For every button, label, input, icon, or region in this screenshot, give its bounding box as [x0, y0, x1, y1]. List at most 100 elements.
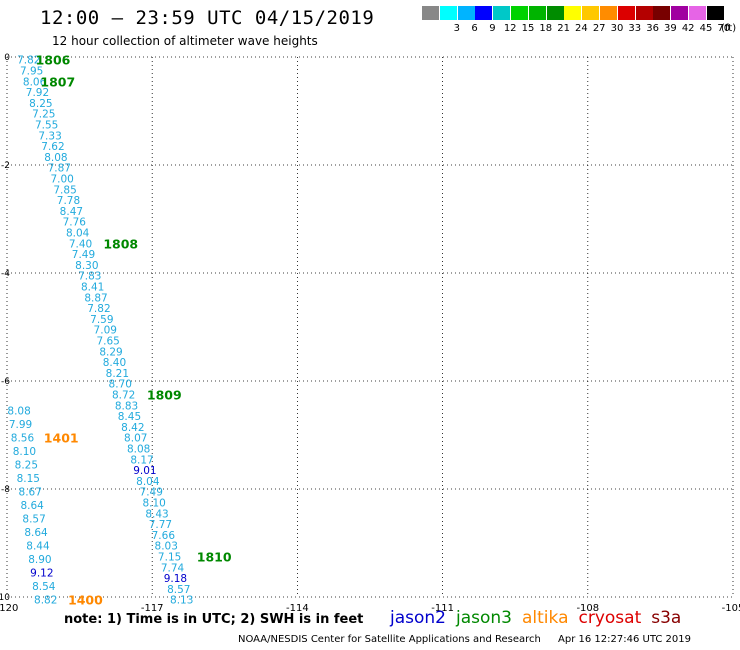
swh-value: 8.82 — [34, 595, 57, 607]
legend-swatch — [582, 6, 600, 20]
swh-value: 9.01 — [133, 465, 156, 477]
legend-label: 39 — [664, 23, 677, 34]
swh-value: 8.08 — [44, 152, 67, 164]
swh-value: 7.78 — [57, 195, 80, 207]
pass-time-label: 1810 — [197, 550, 232, 565]
legend-label: 36 — [646, 23, 659, 34]
legend-label: 9 — [489, 23, 496, 34]
legend-unit: (ft) — [721, 23, 737, 34]
swh-value: 7.62 — [41, 141, 64, 153]
swh-value: 8.40 — [103, 357, 126, 369]
swh-value: 8.29 — [99, 346, 122, 358]
legend-label: 42 — [681, 23, 695, 34]
legend-swatch — [689, 6, 706, 20]
swh-value: 8.13 — [170, 595, 193, 607]
swh-value: 8.83 — [115, 400, 138, 412]
page-subtitle: 12 hour collection of altimeter wave hei… — [52, 34, 318, 48]
legend-label: 24 — [575, 23, 588, 34]
legend-swatch — [600, 6, 617, 20]
lat-tick-label: -4 — [1, 269, 10, 279]
swh-value: 8.17 — [130, 454, 153, 466]
swh-value: 8.44 — [26, 541, 50, 553]
swh-value: 8.64 — [20, 500, 44, 512]
legend-label: 30 — [610, 23, 624, 34]
legend-swatch — [439, 6, 457, 20]
legend-swatch — [528, 6, 546, 20]
swh-value: 7.87 — [48, 163, 71, 175]
legend-label: 12 — [503, 23, 517, 34]
legend-label: 27 — [592, 23, 606, 34]
swh-value: 7.00 — [50, 174, 73, 186]
swh-value: 7.82 — [17, 55, 40, 67]
swh-value: 8.67 — [19, 487, 42, 499]
swh-value: 8.08 — [127, 444, 150, 456]
swh-value: 9.12 — [30, 568, 53, 580]
legend-label: 18 — [539, 23, 553, 34]
pass-time-label: 1400 — [68, 593, 103, 608]
pass-time-label: 1806 — [36, 53, 71, 68]
swh-value: 8.57 — [167, 584, 190, 596]
lat-tick-label: -10 — [0, 593, 10, 603]
swh-value: 8.72 — [112, 390, 135, 402]
legend-label: 45 — [699, 23, 713, 34]
mission-altika: altika — [522, 608, 569, 628]
legend-label: 6 — [471, 23, 478, 34]
swh-value: 7.55 — [35, 120, 58, 132]
swh-value: 8.04 — [66, 228, 90, 240]
swh-value: 8.25 — [15, 460, 38, 472]
legend-swatch — [546, 6, 564, 20]
mission-jason3: jason3 — [456, 608, 512, 628]
footer: NOAA/NESDIS Center for Satellite Applica… — [238, 634, 691, 645]
page-title: 12:00 — 23:59 UTC 04/15/2019 — [40, 7, 375, 29]
credit-text: NOAA/NESDIS Center for Satellite Applica… — [238, 634, 541, 645]
lat-tick-label: -2 — [1, 161, 10, 171]
swh-value: 8.30 — [75, 260, 98, 272]
mission-jason2: jason2 — [390, 608, 446, 628]
swh-value: 8.70 — [109, 379, 132, 391]
swh-value: 7.49 — [72, 249, 95, 261]
swh-value: 7.49 — [140, 487, 163, 499]
legend-label: 33 — [628, 23, 642, 34]
swh-value: 7.59 — [90, 314, 113, 326]
swh-value: 9.18 — [164, 573, 187, 585]
swh-value: 7.33 — [38, 130, 61, 142]
swh-value: 8.08 — [7, 406, 30, 418]
swh-value: 8.15 — [17, 473, 40, 485]
legend-label: 21 — [557, 23, 570, 34]
lat-tick-label: -6 — [1, 377, 10, 387]
swh-value: 8.06 — [23, 76, 47, 88]
swh-value: 8.45 — [118, 411, 141, 423]
legend-swatch — [671, 6, 689, 20]
pass-time-label: 1808 — [103, 236, 138, 251]
swh-value: 8.90 — [28, 554, 51, 566]
swh-value: 7.85 — [53, 184, 76, 196]
units-note: note: 1) Time is in UTC; 2) SWH is in fe… — [64, 612, 364, 627]
lon-tick-label: -111 — [431, 603, 454, 614]
legend-swatch — [493, 6, 511, 20]
legend-swatch — [617, 6, 635, 20]
lon-tick-label: -120 — [0, 603, 18, 614]
swh-value: 8.21 — [106, 368, 129, 380]
legend-swatch — [511, 6, 528, 20]
legend-swatch — [475, 6, 493, 20]
swh-value: 8.54 — [32, 581, 56, 593]
lon-tick-label: -108 — [576, 603, 599, 614]
legend-swatch — [653, 6, 671, 20]
pass-time-label: 1807 — [40, 74, 75, 89]
legend-label: 70 — [717, 23, 731, 34]
swh-value: 7.66 — [152, 530, 176, 542]
mission-cryosat: cryosat — [578, 608, 642, 628]
swh-value: 7.82 — [87, 303, 110, 315]
swh-value: 7.77 — [149, 519, 172, 531]
swh-value: 8.87 — [84, 292, 107, 304]
swh-value: 7.99 — [9, 419, 32, 431]
legend-label: 3 — [453, 23, 460, 34]
swh-value: 7.15 — [158, 552, 181, 564]
mission-s3a: s3a — [651, 608, 682, 628]
pass-time-label: 1809 — [147, 388, 182, 403]
lat-tick-label: -8 — [1, 485, 10, 495]
swh-value: 8.10 — [13, 446, 36, 458]
legend-swatch — [706, 6, 724, 20]
legend-swatch — [635, 6, 653, 20]
